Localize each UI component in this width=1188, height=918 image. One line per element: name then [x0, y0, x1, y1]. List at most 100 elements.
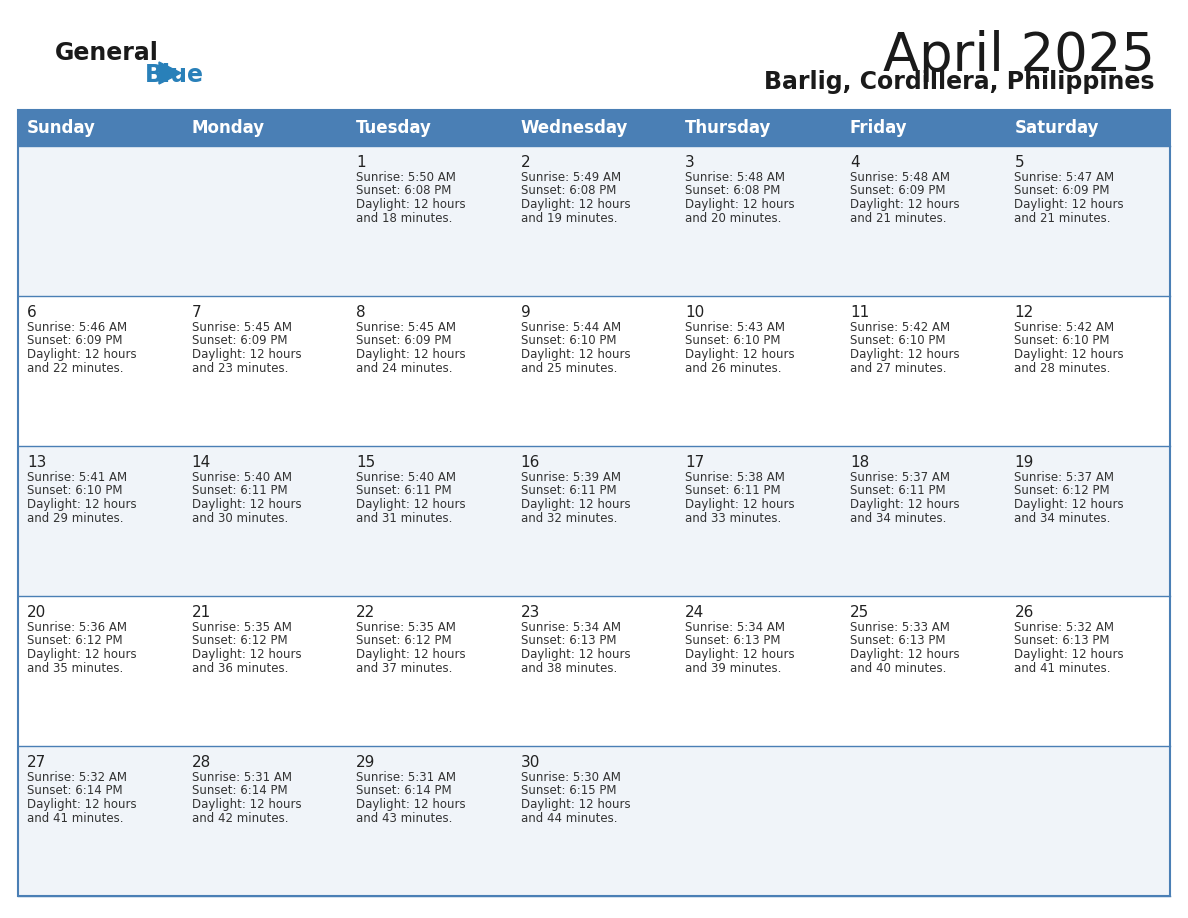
- Text: Sunset: 6:14 PM: Sunset: 6:14 PM: [356, 785, 451, 798]
- Text: Daylight: 12 hours: Daylight: 12 hours: [849, 498, 960, 511]
- Text: and 18 minutes.: and 18 minutes.: [356, 211, 453, 225]
- Text: Sunset: 6:13 PM: Sunset: 6:13 PM: [520, 634, 617, 647]
- Text: Sunset: 6:14 PM: Sunset: 6:14 PM: [191, 785, 287, 798]
- Text: 16: 16: [520, 455, 541, 470]
- Text: Sunset: 6:10 PM: Sunset: 6:10 PM: [520, 334, 617, 348]
- Bar: [18, 110, 1170, 896]
- Text: Sunset: 6:14 PM: Sunset: 6:14 PM: [27, 785, 122, 798]
- Text: Sunset: 6:09 PM: Sunset: 6:09 PM: [191, 334, 287, 348]
- Text: and 44 minutes.: and 44 minutes.: [520, 812, 618, 824]
- Text: Daylight: 12 hours: Daylight: 12 hours: [1015, 498, 1124, 511]
- Text: Sunset: 6:11 PM: Sunset: 6:11 PM: [849, 485, 946, 498]
- Text: 12: 12: [1015, 305, 1034, 320]
- Text: Sunrise: 5:37 AM: Sunrise: 5:37 AM: [849, 471, 950, 484]
- Text: 19: 19: [1015, 455, 1034, 470]
- Text: 25: 25: [849, 605, 870, 620]
- Text: Saturday: Saturday: [1015, 119, 1099, 137]
- Text: Daylight: 12 hours: Daylight: 12 hours: [1015, 198, 1124, 211]
- Polygon shape: [159, 62, 181, 84]
- Text: Daylight: 12 hours: Daylight: 12 hours: [191, 798, 302, 811]
- Text: Sunset: 6:10 PM: Sunset: 6:10 PM: [849, 334, 946, 348]
- Text: Thursday: Thursday: [685, 119, 772, 137]
- Text: Sunrise: 5:42 AM: Sunrise: 5:42 AM: [1015, 321, 1114, 334]
- Text: Sunrise: 5:45 AM: Sunrise: 5:45 AM: [191, 321, 291, 334]
- Text: Sunrise: 5:45 AM: Sunrise: 5:45 AM: [356, 321, 456, 334]
- Text: 7: 7: [191, 305, 201, 320]
- Text: Sunrise: 5:32 AM: Sunrise: 5:32 AM: [27, 771, 127, 784]
- Text: Sunset: 6:12 PM: Sunset: 6:12 PM: [27, 634, 122, 647]
- Text: and 25 minutes.: and 25 minutes.: [520, 362, 617, 375]
- Text: Daylight: 12 hours: Daylight: 12 hours: [27, 798, 137, 811]
- Text: 15: 15: [356, 455, 375, 470]
- Text: and 35 minutes.: and 35 minutes.: [27, 662, 124, 675]
- Text: Daylight: 12 hours: Daylight: 12 hours: [520, 198, 631, 211]
- Bar: [18, 296, 1170, 446]
- Text: 29: 29: [356, 755, 375, 770]
- Text: 17: 17: [685, 455, 704, 470]
- Text: Sunset: 6:12 PM: Sunset: 6:12 PM: [356, 634, 451, 647]
- Text: and 34 minutes.: and 34 minutes.: [849, 511, 946, 524]
- Text: 6: 6: [27, 305, 37, 320]
- Text: Sunrise: 5:40 AM: Sunrise: 5:40 AM: [191, 471, 291, 484]
- Bar: [18, 110, 1170, 146]
- Text: 10: 10: [685, 305, 704, 320]
- Text: 24: 24: [685, 605, 704, 620]
- Text: and 23 minutes.: and 23 minutes.: [191, 362, 287, 375]
- Text: Sunrise: 5:48 AM: Sunrise: 5:48 AM: [849, 171, 950, 184]
- Text: General: General: [55, 41, 159, 65]
- Text: Tuesday: Tuesday: [356, 119, 432, 137]
- Text: and 33 minutes.: and 33 minutes.: [685, 511, 782, 524]
- Text: Sunset: 6:13 PM: Sunset: 6:13 PM: [685, 634, 781, 647]
- Text: Sunset: 6:12 PM: Sunset: 6:12 PM: [1015, 485, 1110, 498]
- Bar: [18, 596, 1170, 746]
- Text: Daylight: 12 hours: Daylight: 12 hours: [27, 348, 137, 361]
- Text: and 41 minutes.: and 41 minutes.: [1015, 662, 1111, 675]
- Text: Daylight: 12 hours: Daylight: 12 hours: [191, 348, 302, 361]
- Text: Sunrise: 5:42 AM: Sunrise: 5:42 AM: [849, 321, 950, 334]
- Text: and 36 minutes.: and 36 minutes.: [191, 662, 287, 675]
- Text: Sunset: 6:09 PM: Sunset: 6:09 PM: [849, 185, 946, 197]
- Text: Sunrise: 5:31 AM: Sunrise: 5:31 AM: [356, 771, 456, 784]
- Text: Sunrise: 5:35 AM: Sunrise: 5:35 AM: [356, 621, 456, 634]
- Text: Sunset: 6:08 PM: Sunset: 6:08 PM: [520, 185, 617, 197]
- Text: Daylight: 12 hours: Daylight: 12 hours: [685, 198, 795, 211]
- Text: Sunrise: 5:30 AM: Sunrise: 5:30 AM: [520, 771, 620, 784]
- Text: Sunrise: 5:40 AM: Sunrise: 5:40 AM: [356, 471, 456, 484]
- Text: 18: 18: [849, 455, 870, 470]
- Text: 26: 26: [1015, 605, 1034, 620]
- Text: and 22 minutes.: and 22 minutes.: [27, 362, 124, 375]
- Text: Sunrise: 5:49 AM: Sunrise: 5:49 AM: [520, 171, 621, 184]
- Text: Sunset: 6:10 PM: Sunset: 6:10 PM: [1015, 334, 1110, 348]
- Text: Sunrise: 5:39 AM: Sunrise: 5:39 AM: [520, 471, 620, 484]
- Text: Daylight: 12 hours: Daylight: 12 hours: [1015, 348, 1124, 361]
- Text: Sunset: 6:11 PM: Sunset: 6:11 PM: [685, 485, 781, 498]
- Text: Daylight: 12 hours: Daylight: 12 hours: [685, 648, 795, 661]
- Text: Sunset: 6:08 PM: Sunset: 6:08 PM: [685, 185, 781, 197]
- Text: Sunrise: 5:43 AM: Sunrise: 5:43 AM: [685, 321, 785, 334]
- Text: Friday: Friday: [849, 119, 908, 137]
- Text: Sunset: 6:10 PM: Sunset: 6:10 PM: [685, 334, 781, 348]
- Text: Daylight: 12 hours: Daylight: 12 hours: [1015, 648, 1124, 661]
- Text: Sunset: 6:09 PM: Sunset: 6:09 PM: [1015, 185, 1110, 197]
- Text: Sunrise: 5:31 AM: Sunrise: 5:31 AM: [191, 771, 291, 784]
- Text: Sunset: 6:11 PM: Sunset: 6:11 PM: [191, 485, 287, 498]
- Text: Sunset: 6:15 PM: Sunset: 6:15 PM: [520, 785, 617, 798]
- Text: Daylight: 12 hours: Daylight: 12 hours: [520, 348, 631, 361]
- Text: Wednesday: Wednesday: [520, 119, 628, 137]
- Text: Daylight: 12 hours: Daylight: 12 hours: [849, 348, 960, 361]
- Text: Daylight: 12 hours: Daylight: 12 hours: [520, 498, 631, 511]
- Text: Sunrise: 5:41 AM: Sunrise: 5:41 AM: [27, 471, 127, 484]
- Text: and 27 minutes.: and 27 minutes.: [849, 362, 947, 375]
- Text: Sunset: 6:09 PM: Sunset: 6:09 PM: [27, 334, 122, 348]
- Text: 1: 1: [356, 155, 366, 170]
- Text: and 31 minutes.: and 31 minutes.: [356, 511, 453, 524]
- Bar: [18, 446, 1170, 596]
- Text: 22: 22: [356, 605, 375, 620]
- Text: Daylight: 12 hours: Daylight: 12 hours: [191, 648, 302, 661]
- Text: 28: 28: [191, 755, 210, 770]
- Text: Sunrise: 5:47 AM: Sunrise: 5:47 AM: [1015, 171, 1114, 184]
- Bar: [18, 146, 1170, 296]
- Text: Daylight: 12 hours: Daylight: 12 hours: [520, 798, 631, 811]
- Text: 21: 21: [191, 605, 210, 620]
- Text: Monday: Monday: [191, 119, 265, 137]
